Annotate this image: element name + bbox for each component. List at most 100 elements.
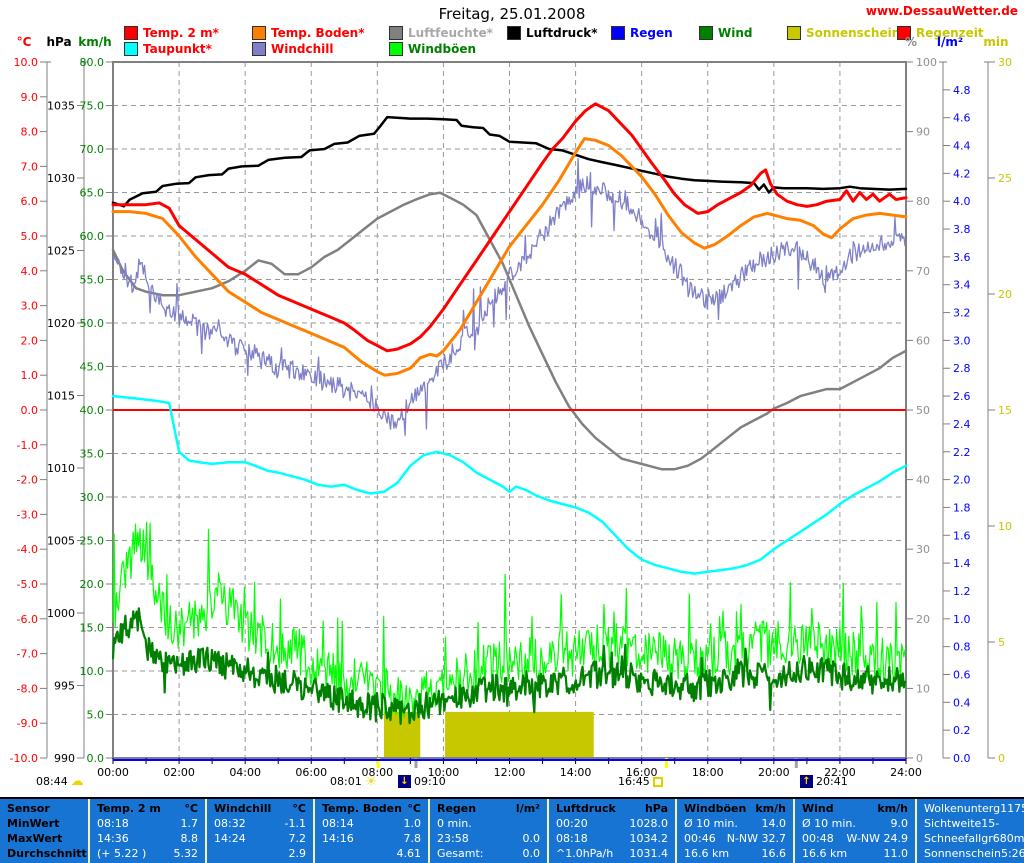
svg-text:14:00: 14:00 <box>560 766 592 779</box>
legend-color-swatch <box>699 26 713 40</box>
legend-color-swatch <box>507 26 521 40</box>
svg-text:16:00: 16:00 <box>626 766 658 779</box>
cell-label: 16.6 km <box>802 847 848 860</box>
cell-value: °C <box>184 802 198 815</box>
cell-value: 1031.4 <box>629 847 669 860</box>
svg-text:50.0: 50.0 <box>80 317 105 330</box>
table-row: Ø 10 min. 9.0 <box>795 816 915 831</box>
legend-item-regen: Regen <box>611 26 673 40</box>
table-group-wind: Wind km/h Ø 10 min. 9.0 00:48 W-NW 24.9 16.6 k… <box>793 799 915 863</box>
legend-label: Windböen <box>408 42 476 56</box>
svg-text:-7.0: -7.0 <box>17 648 38 661</box>
legend-color-swatch <box>389 42 403 56</box>
legend-label: Sonnenschein <box>806 26 901 40</box>
cell-value: hPa <box>644 802 668 815</box>
cell-value: 14.0 <box>761 817 787 830</box>
svg-text:1.8: 1.8 <box>953 501 971 514</box>
twilight-marker: 08:44 ☁ <box>36 775 84 789</box>
svg-text:3.2: 3.2 <box>953 307 971 320</box>
cell-value: 1.0 <box>403 817 422 830</box>
svg-text:2.8: 2.8 <box>953 362 971 375</box>
svg-text:km/h: km/h <box>78 35 111 49</box>
svg-text:1.6: 1.6 <box>953 529 971 542</box>
table-row: Ø 10 min. 14.0 <box>677 816 793 831</box>
svg-text:9.0: 9.0 <box>21 91 39 104</box>
svg-text:2.2: 2.2 <box>953 446 971 459</box>
svg-text:15.0: 15.0 <box>80 622 105 635</box>
series-temp_boden <box>111 137 908 377</box>
sunrise-marker-time: 08:01 <box>330 775 362 788</box>
table-row: 16.6 km 11.0 <box>795 846 915 861</box>
table-row: Wolkenunterg1175m <box>917 801 1024 816</box>
svg-text:0: 0 <box>998 752 1005 765</box>
table-row: Sensor <box>0 801 88 816</box>
cell-value: 1028.0 <box>629 817 669 830</box>
cell-label: Sensor <box>7 802 50 815</box>
cell-value: 7.2 <box>288 832 307 845</box>
legend-item-taupunkt: Taupunkt* <box>124 42 212 56</box>
cell-label: Ø 10 min. <box>802 817 856 830</box>
svg-text:l/m²: l/m² <box>937 35 963 49</box>
legend-label: Luftdruck* <box>526 26 598 40</box>
svg-text:2.0: 2.0 <box>953 474 971 487</box>
cell-label: Windchill <box>214 802 272 815</box>
svg-text:-9.0: -9.0 <box>17 717 38 730</box>
cell-value: 2.9 <box>288 847 307 860</box>
page-title: Freitag, 25.01.2008 <box>438 5 586 23</box>
svg-text:-3.0: -3.0 <box>17 508 38 521</box>
cell-label: 08:32 <box>214 817 246 830</box>
cell-value: °C <box>292 802 306 815</box>
svg-text:4.4: 4.4 <box>953 140 971 153</box>
svg-text:-8.0: -8.0 <box>17 682 38 695</box>
svg-text:4.0: 4.0 <box>21 265 39 278</box>
cell-label: 08:18 <box>97 817 129 830</box>
svg-text:10: 10 <box>998 520 1012 533</box>
table-group-temp-2-m: Temp. 2 m °C 08:18 1.7 14:36 8.8 (+ 5.22 ) 5.32 <box>88 799 205 863</box>
twilight-marker-time: 08:44 <box>36 775 68 788</box>
table-row: 08:18 1.7 <box>90 816 205 831</box>
cell-value: 680m <box>992 832 1024 845</box>
legend-item-sonnenschein: Sonnenschein <box>787 26 900 40</box>
legend-item-windchill: Windchill <box>252 42 333 56</box>
cell-label: 16.6 km <box>684 847 730 860</box>
cell-label: Sonnenschein <box>924 847 1001 860</box>
svg-text:35.0: 35.0 <box>80 448 105 461</box>
site-link[interactable]: www.DessauWetter.de <box>865 4 1018 18</box>
sunset-marker: 16:45 <box>618 775 663 788</box>
svg-text:80: 80 <box>916 195 930 208</box>
legend-color-swatch <box>252 26 266 40</box>
cell-value: 11.0 <box>883 847 909 860</box>
cell-label: Temp. 2 m <box>97 802 161 815</box>
cell-label: Luftdruck <box>556 802 616 815</box>
series-windboeen <box>112 521 906 718</box>
svg-text:1.2: 1.2 <box>953 585 971 598</box>
cell-value: -1.1 <box>284 817 306 830</box>
table-group-sensor: Sensor MinWert MaxWert Durchschnitt <box>0 799 88 863</box>
cell-label: 00:20 <box>556 817 588 830</box>
svg-text:20: 20 <box>998 288 1012 301</box>
svg-text:0.6: 0.6 <box>953 668 971 681</box>
table-row: 00:48 W-NW 24.9 <box>795 831 915 846</box>
table-row: Regen l/m² <box>430 801 547 816</box>
table-row: (+ 5.22 ) 5.32 <box>90 846 205 861</box>
cell-label: MinWert <box>7 817 60 830</box>
svg-text:1020: 1020 <box>47 317 75 330</box>
table-group-regen: Regen l/m² 0 min. 23:58 0.0 Gesamt: 0.0 <box>428 799 547 863</box>
legend-color-swatch <box>787 26 801 40</box>
svg-text:0.0: 0.0 <box>953 752 971 765</box>
svg-text:25: 25 <box>998 172 1012 185</box>
svg-text:22:00: 22:00 <box>824 766 856 779</box>
svg-text:00:00: 00:00 <box>97 766 129 779</box>
svg-text:0.4: 0.4 <box>953 696 971 709</box>
series-taupunkt <box>111 394 908 575</box>
svg-text:1010: 1010 <box>47 462 75 475</box>
table-row: Gesamt: 0.0 <box>430 846 547 861</box>
svg-text:5.0: 5.0 <box>21 230 39 243</box>
svg-text:20: 20 <box>916 613 930 626</box>
table-row: 00:20 1028.0 <box>549 816 675 831</box>
series-luftdruck <box>111 115 908 208</box>
svg-text:1015: 1015 <box>47 390 75 403</box>
svg-text:40: 40 <box>916 474 930 487</box>
svg-text:10: 10 <box>916 682 930 695</box>
